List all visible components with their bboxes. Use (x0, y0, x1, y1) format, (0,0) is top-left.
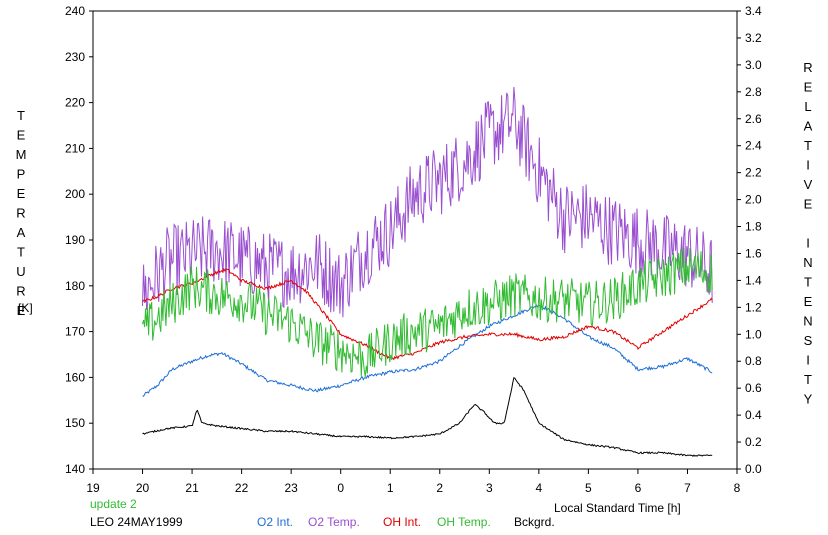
left-axis-label-letter: P (17, 167, 26, 182)
series-line-bckgrd (142, 376, 713, 458)
x-tick-label: 5 (585, 481, 592, 495)
series-line-oh-temp (142, 247, 713, 378)
left-axis-label-letter: A (17, 225, 26, 240)
x-tick-label: 8 (734, 481, 741, 495)
right-axis-label-letter: I (806, 236, 810, 251)
left-axis-label-letter: M (16, 147, 27, 162)
x-tick-label: 19 (86, 481, 100, 495)
right-axis-label-letter: R (803, 60, 812, 75)
right-tick-label: 2.2 (745, 166, 762, 180)
right-tick-label: 1.4 (745, 273, 762, 287)
left-tick-label: 140 (65, 462, 85, 476)
right-tick-label: 1.6 (745, 246, 762, 260)
right-axis-label-letter: E (804, 294, 813, 309)
right-tick-label: 3.4 (745, 4, 762, 18)
left-axis-label-letter: R (16, 284, 25, 299)
right-tick-label: 0.0 (745, 462, 762, 476)
right-axis-label-letter: L (804, 99, 811, 114)
right-axis-label-letter: T (804, 138, 812, 153)
left-axis-label-letter: U (16, 264, 25, 279)
left-tick-label: 240 (65, 4, 85, 18)
left-tick-label: 220 (65, 96, 85, 110)
left-axis-unit: [K] (18, 301, 33, 315)
x-tick-label: 2 (436, 481, 443, 495)
left-axis-label-letter: R (16, 206, 25, 221)
left-tick-label: 160 (65, 370, 85, 384)
right-axis-label-letter: T (804, 275, 812, 290)
legend-item-o2-int: O2 Int. (257, 515, 293, 529)
right-axis-label-letter: E (804, 197, 813, 212)
right-axis-label-letter: E (804, 80, 813, 95)
left-axis-label-letter: T (17, 108, 25, 123)
right-tick-label: 0.8 (745, 354, 762, 368)
right-tick-label: 1.0 (745, 327, 762, 341)
x-tick-label: 6 (635, 481, 642, 495)
right-tick-label: 1.8 (745, 220, 762, 234)
left-tick-label: 190 (65, 233, 85, 247)
left-axis-label-letter: E (17, 128, 26, 143)
left-tick-label: 210 (65, 141, 85, 155)
x-tick-label: 7 (684, 481, 691, 495)
right-tick-label: 2.4 (745, 139, 762, 153)
x-tick-label: 22 (235, 481, 249, 495)
update-annotation: update 2 (90, 497, 137, 511)
right-axis-label-letter: S (804, 333, 813, 348)
chart-axes: 1401501601701801902002102202302400.00.20… (65, 4, 762, 495)
left-axis-label-letter: E (17, 303, 26, 318)
right-tick-label: 1.2 (745, 300, 762, 314)
station-date-annotation: LEO 24MAY1999 (90, 515, 183, 529)
legend-item-oh-temp: OH Temp. (437, 515, 491, 529)
left-tick-label: 170 (65, 325, 85, 339)
x-tick-label: 4 (536, 481, 543, 495)
chart-legend: O2 Int. O2 Temp. OH Int. OH Temp. Bckgrd. (257, 515, 555, 529)
right-tick-label: 2.8 (745, 85, 762, 99)
right-tick-label: 3.0 (745, 58, 762, 72)
legend-item-oh-int: OH Int. (383, 515, 421, 529)
right-axis-label-letter: T (804, 372, 812, 387)
x-tick-label: 3 (486, 481, 493, 495)
right-axis-label-letter: N (803, 255, 812, 270)
left-tick-label: 150 (65, 416, 85, 430)
series-line-o2-temp (142, 86, 713, 318)
right-axis-label-letter: V (804, 177, 813, 192)
left-axis-label-letter: E (17, 186, 26, 201)
left-tick-label: 180 (65, 279, 85, 293)
left-tick-label: 230 (65, 50, 85, 64)
chart-series-layer (142, 86, 713, 458)
x-tick-label: 20 (136, 481, 150, 495)
x-axis-label: Local Standard Time [h] (554, 501, 681, 515)
left-axis-label-letter: T (17, 245, 25, 260)
right-axis-label-letter: A (804, 119, 813, 134)
x-tick-label: 0 (337, 481, 344, 495)
right-tick-label: 2.6 (745, 112, 762, 126)
right-tick-label: 0.6 (745, 381, 762, 395)
x-tick-label: 23 (284, 481, 298, 495)
legend-item-o2-temp: O2 Temp. (308, 515, 360, 529)
chart-labels: Local Standard Time [h] [K] update 2 LEO… (16, 60, 813, 529)
x-tick-label: 21 (185, 481, 199, 495)
right-axis-label-letter: I (806, 353, 810, 368)
right-axis-label-letter: N (803, 314, 812, 329)
right-axis-label-letter: Y (804, 392, 813, 407)
right-tick-label: 0.2 (745, 435, 762, 449)
right-tick-label: 2.0 (745, 193, 762, 207)
right-axis-label-letter: I (806, 158, 810, 173)
legend-item-bckgrd: Bckgrd. (514, 515, 555, 529)
right-tick-label: 3.2 (745, 31, 762, 45)
left-tick-label: 200 (65, 187, 85, 201)
series-line-o2-int (142, 303, 713, 397)
x-tick-label: 1 (387, 481, 394, 495)
right-tick-label: 0.4 (745, 408, 762, 422)
